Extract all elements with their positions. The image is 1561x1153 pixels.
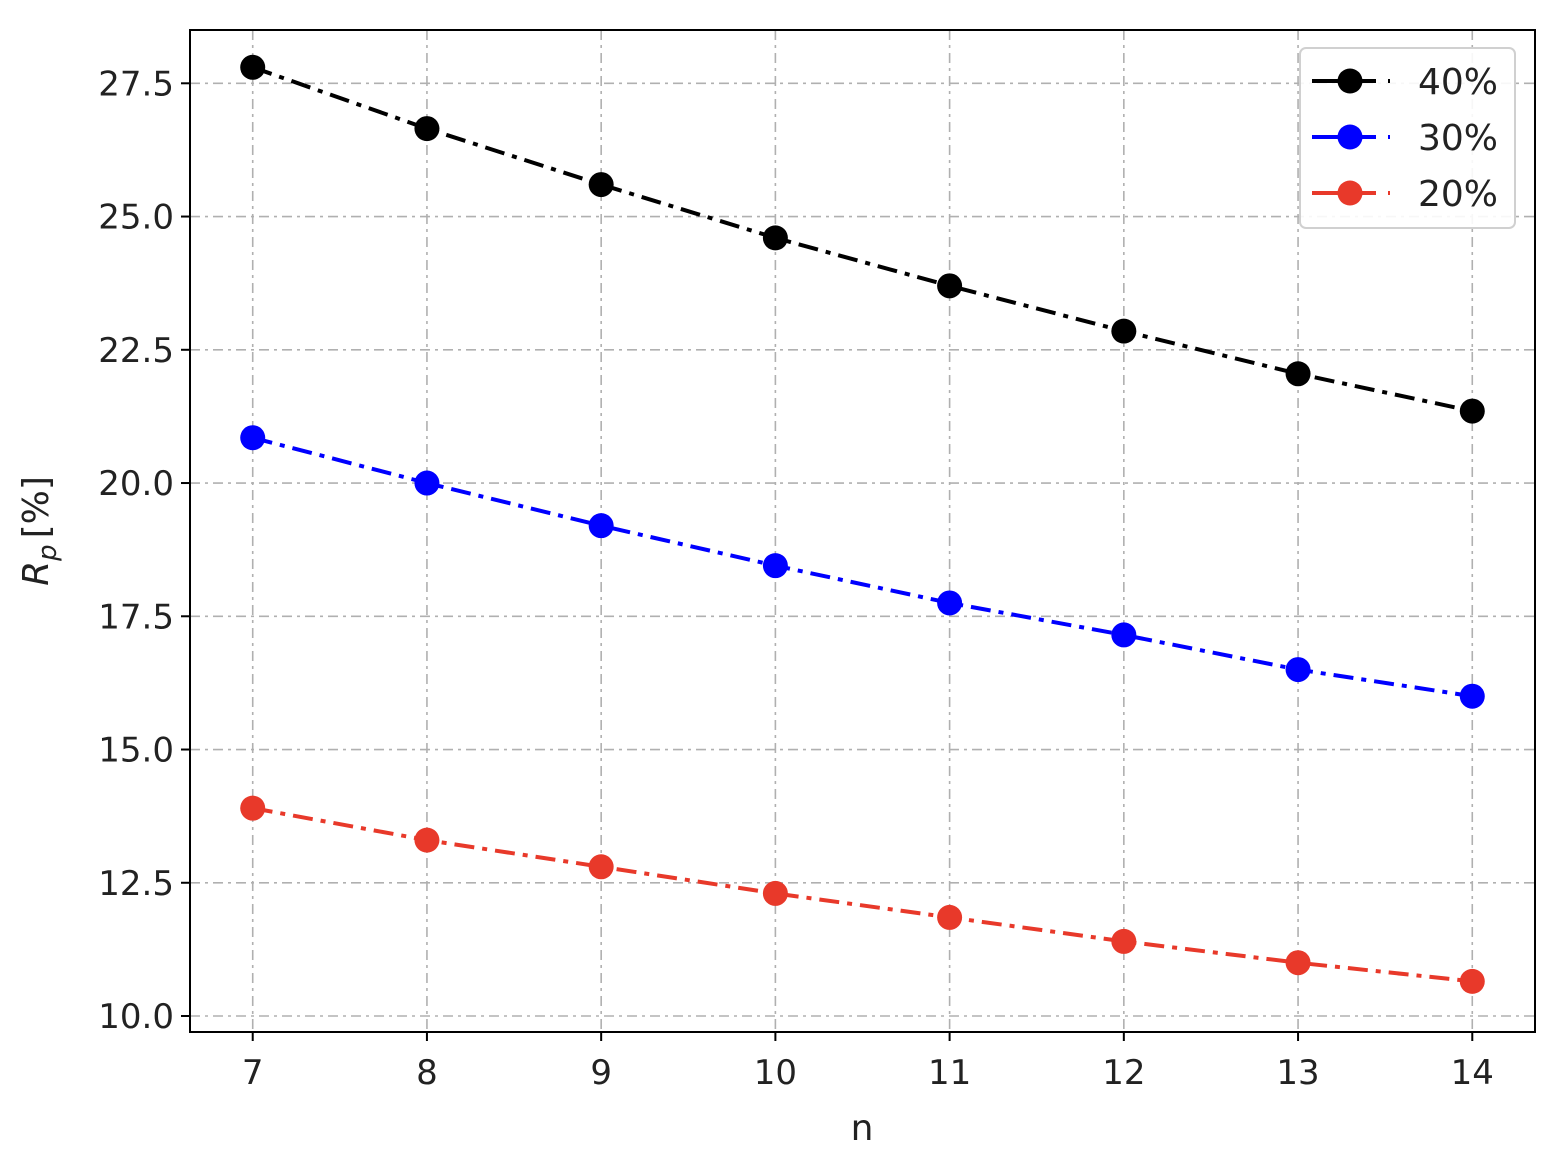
x-tick-label: 13 xyxy=(1276,1053,1319,1093)
y-axis-label: Rp [%] xyxy=(16,476,63,586)
series-3 xyxy=(240,795,1485,994)
ticks: 7 8 9 10 11 12 13 14 10.0 12.5 15.0 17.5 20.0 22.5 25.… xyxy=(98,64,1494,1093)
data-point xyxy=(1285,657,1311,683)
series-2 xyxy=(240,425,1485,709)
x-tick-label: 11 xyxy=(928,1053,971,1093)
data-point xyxy=(937,904,963,930)
legend-item: 40% xyxy=(1312,62,1498,103)
data-point xyxy=(937,273,963,299)
series-1 xyxy=(240,54,1485,424)
series-line xyxy=(252,65,1473,414)
data-point xyxy=(1285,361,1311,387)
data-point xyxy=(414,827,440,853)
data-point xyxy=(937,590,963,616)
legend-marker xyxy=(1337,124,1363,150)
data-point xyxy=(1111,622,1137,648)
legend-item: 30% xyxy=(1312,118,1498,159)
data-point xyxy=(1459,968,1485,994)
legend-label: 30% xyxy=(1418,118,1498,159)
x-tick-label: 12 xyxy=(1102,1053,1145,1093)
legend-label: 40% xyxy=(1418,62,1498,103)
y-tick-label: 20.0 xyxy=(98,464,174,504)
y-tick-label: 15.0 xyxy=(98,731,174,771)
y-tick-label: 17.5 xyxy=(98,597,174,637)
data-point xyxy=(1111,928,1137,954)
y-axis-label-sub: p xyxy=(33,544,63,562)
x-tick-label: 7 xyxy=(242,1053,264,1093)
legend: 40% 30% 20% xyxy=(1299,47,1516,229)
data-point xyxy=(240,54,266,80)
data-point xyxy=(762,225,788,251)
data-point xyxy=(240,425,266,451)
data-point xyxy=(1111,318,1137,344)
x-tick-label: 14 xyxy=(1451,1053,1494,1093)
x-tick-label: 10 xyxy=(754,1053,797,1093)
y-tick-label: 12.5 xyxy=(98,864,174,904)
data-point xyxy=(588,513,614,539)
plot-frame xyxy=(189,29,1536,1033)
legend-marker xyxy=(1337,68,1363,94)
data-point xyxy=(414,116,440,142)
legend-marker xyxy=(1337,180,1363,206)
data-point xyxy=(1459,683,1485,709)
data-point xyxy=(240,795,266,821)
x-tick-label: 9 xyxy=(590,1053,612,1093)
data-point xyxy=(1459,398,1485,424)
legend-items: 40% 30% 20% xyxy=(1312,62,1498,215)
x-axis-label: n xyxy=(851,1108,874,1149)
data-point xyxy=(762,553,788,579)
data-point xyxy=(1285,950,1311,976)
x-tick-label: 8 xyxy=(416,1053,438,1093)
series-line xyxy=(252,806,1473,984)
y-tick-label: 10.0 xyxy=(98,997,174,1037)
data-point xyxy=(414,470,440,496)
y-tick-label: 25.0 xyxy=(98,198,174,238)
legend-label: 20% xyxy=(1418,174,1498,215)
data-point xyxy=(588,854,614,880)
data-point xyxy=(588,172,614,198)
y-tick-label: 27.5 xyxy=(98,64,174,104)
series-line xyxy=(252,435,1473,699)
y-tick-label: 22.5 xyxy=(98,331,174,371)
data-point xyxy=(762,880,788,906)
legend-item: 20% xyxy=(1312,174,1498,215)
y-axis-label-main: R xyxy=(16,561,57,586)
series-layer xyxy=(240,54,1485,994)
y-axis-label-unit: [%] xyxy=(16,476,57,538)
